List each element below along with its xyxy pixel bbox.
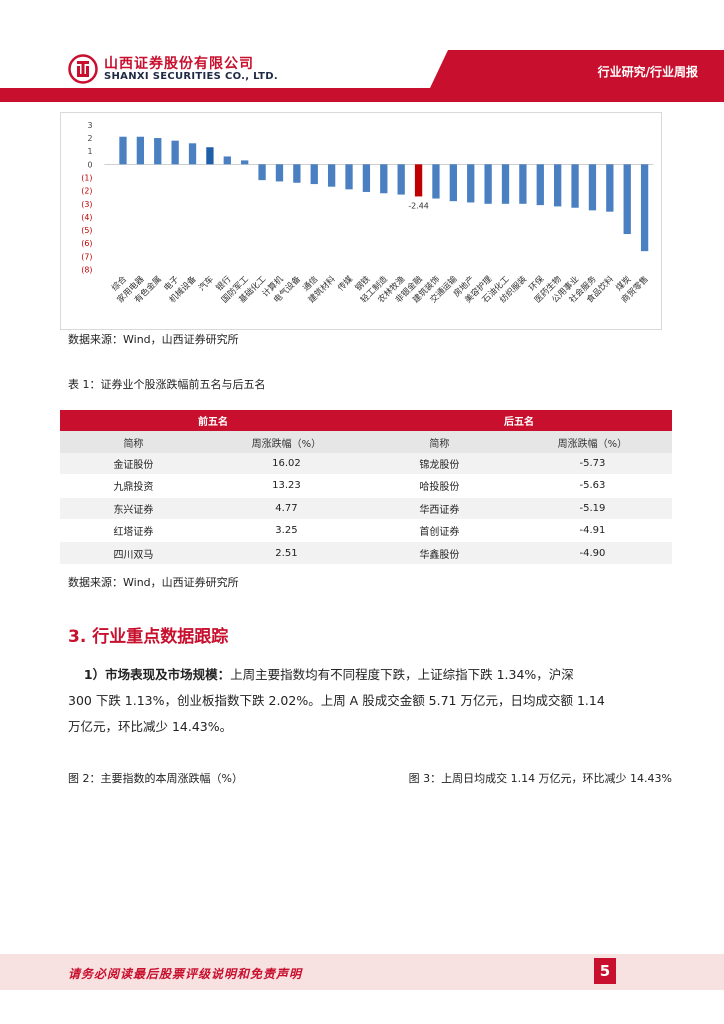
bar: [275, 164, 284, 182]
chart-source-note: 数据来源：Wind，山西证券研究所: [68, 333, 239, 346]
securities-rank-table: 前五名 后五名 简称 周涨跌幅（%） 简称 周涨跌幅（%） 金证股份 16.02…: [60, 410, 672, 565]
page-number: 5: [594, 958, 616, 984]
bar: [432, 164, 440, 199]
bar: [171, 140, 179, 165]
paragraph-line: 300 下跌 1.13%，创业板指数下跌 2.02%。上周 A 股成交金额 5.…: [68, 693, 605, 708]
bar: [606, 164, 614, 212]
table-source-note: 数据来源：Wind，山西证券研究所: [68, 576, 239, 589]
stock-change: -5.19: [512, 497, 672, 520]
stock-name: 四川双马: [60, 541, 207, 565]
bar: [241, 160, 249, 165]
stock-change: -4.90: [512, 541, 672, 565]
bar: [414, 164, 423, 197]
stock-name: 哈投股份: [365, 474, 513, 498]
bar: [362, 164, 371, 192]
y-tick-label: 0: [87, 160, 92, 169]
stock-name: 金证股份: [60, 452, 207, 476]
stock-change: 4.77: [206, 497, 366, 520]
y-tick-label: 3: [87, 121, 92, 130]
table-row: 九鼎投资 13.23 哈投股份 -5.63: [60, 474, 672, 498]
report-type-label: 行业研究/行业周报: [597, 65, 698, 79]
stock-change: -4.91: [512, 519, 672, 543]
table-title: 表 1：证券业个股涨跌幅前五名与后五名: [68, 378, 266, 391]
table-group-top: 前五名: [60, 410, 366, 432]
stock-name: 华西证券: [365, 497, 513, 520]
stock-name: 九鼎投资: [60, 474, 207, 498]
bar: [119, 136, 127, 165]
y-tick-label: (4): [81, 213, 92, 222]
y-tick-label: (3): [81, 200, 92, 209]
table-row: 东兴证券 4.77 华西证券 -5.19: [60, 497, 672, 520]
table-row: 红塔证券 3.25 首创证券 -4.91: [60, 519, 672, 543]
bar: [484, 164, 492, 204]
bar: [588, 164, 597, 211]
bar: [310, 164, 318, 185]
y-tick-label: (7): [81, 252, 92, 261]
bar: [223, 156, 231, 165]
category-label: 汽车: [196, 274, 215, 293]
bar: [397, 164, 405, 195]
paragraph-text: 上周主要指数均有不同程度下跌，上证综指下跌 1.34%，沪深: [230, 667, 574, 682]
stock-change: 3.25: [206, 519, 366, 543]
header-band: [0, 88, 724, 102]
paragraph-lead: 1）市场表现及市场规模：: [83, 667, 231, 682]
bar: [449, 164, 457, 202]
figure-2-caption: 图 2：主要指数的本周涨跌幅（%）: [68, 772, 243, 785]
table-row: 四川双马 2.51 华鑫股份 -4.90: [60, 541, 672, 565]
stock-change: -5.63: [512, 474, 672, 498]
industry-weekly-change-chart: 3210(1)(2)(3)(4)(5)(6)(7)(8)综合家用电器有色金属电子…: [60, 112, 662, 330]
bar: [519, 164, 527, 204]
stock-name: 华鑫股份: [365, 541, 513, 565]
bar: [640, 164, 649, 252]
bar: [536, 164, 544, 206]
stock-change: 13.23: [206, 474, 366, 498]
stock-change: 16.02: [206, 452, 366, 476]
bar: [154, 138, 162, 165]
paragraph-line: 1）市场表现及市场规模：上周主要指数均有不同程度下跌，上证综指下跌 1.34%，…: [68, 662, 672, 688]
bar: [136, 136, 145, 165]
y-tick-label: 1: [87, 147, 92, 156]
y-tick-label: (6): [81, 239, 92, 248]
y-tick-label: 2: [87, 134, 92, 143]
bar: [327, 164, 336, 187]
company-logo-icon: [68, 54, 98, 84]
bar: [554, 164, 562, 207]
bar-data-label: -2.44: [408, 201, 428, 210]
stock-name: 首创证券: [365, 519, 513, 543]
bar: [571, 164, 579, 208]
bar: [345, 164, 353, 190]
bar: [258, 164, 266, 181]
col-header-name: 简称: [365, 431, 513, 453]
stock-name: 东兴证券: [60, 497, 207, 520]
section-title: 3. 行业重点数据跟踪: [68, 627, 229, 647]
stock-name: 红塔证券: [60, 519, 207, 543]
y-tick-label: (5): [81, 226, 92, 235]
stock-name: 锦龙股份: [365, 452, 513, 476]
bar: [293, 164, 301, 183]
table-group-bottom: 后五名: [365, 410, 672, 432]
col-header-change: 周涨跌幅（%）: [206, 431, 366, 453]
bar: [467, 164, 475, 203]
figure-3-caption: 图 3：上周日均成交 1.14 万亿元，环比减少 14.43%: [408, 772, 672, 785]
market-paragraph: 1）市场表现及市场规模：上周主要指数均有不同程度下跌，上证综指下跌 1.34%，…: [68, 662, 672, 740]
y-tick-label: (1): [81, 173, 92, 182]
footer-disclaimer: 请务必阅读最后股票评级说明和免责声明: [68, 967, 303, 981]
stock-change: -5.73: [512, 452, 672, 476]
bar: [188, 143, 197, 165]
stock-change: 2.51: [206, 541, 366, 565]
col-header-name: 简称: [60, 431, 207, 453]
table-row: 金证股份 16.02 锦龙股份 -5.73: [60, 452, 672, 476]
bar: [380, 164, 388, 194]
bar: [623, 164, 631, 235]
company-name-cn: 山西证券股份有限公司: [104, 56, 254, 72]
header-decoration: [430, 50, 724, 88]
category-label: 传媒: [335, 273, 354, 292]
bar: [501, 164, 510, 204]
y-tick-label: (8): [81, 266, 92, 275]
bar: [206, 147, 214, 165]
paragraph-line: 万亿元，环比减少 14.43%。: [68, 719, 233, 734]
company-name-en: SHANXI SECURITIES CO., LTD.: [104, 71, 278, 82]
col-header-change: 周涨跌幅（%）: [512, 431, 672, 453]
y-tick-label: (2): [81, 187, 92, 196]
